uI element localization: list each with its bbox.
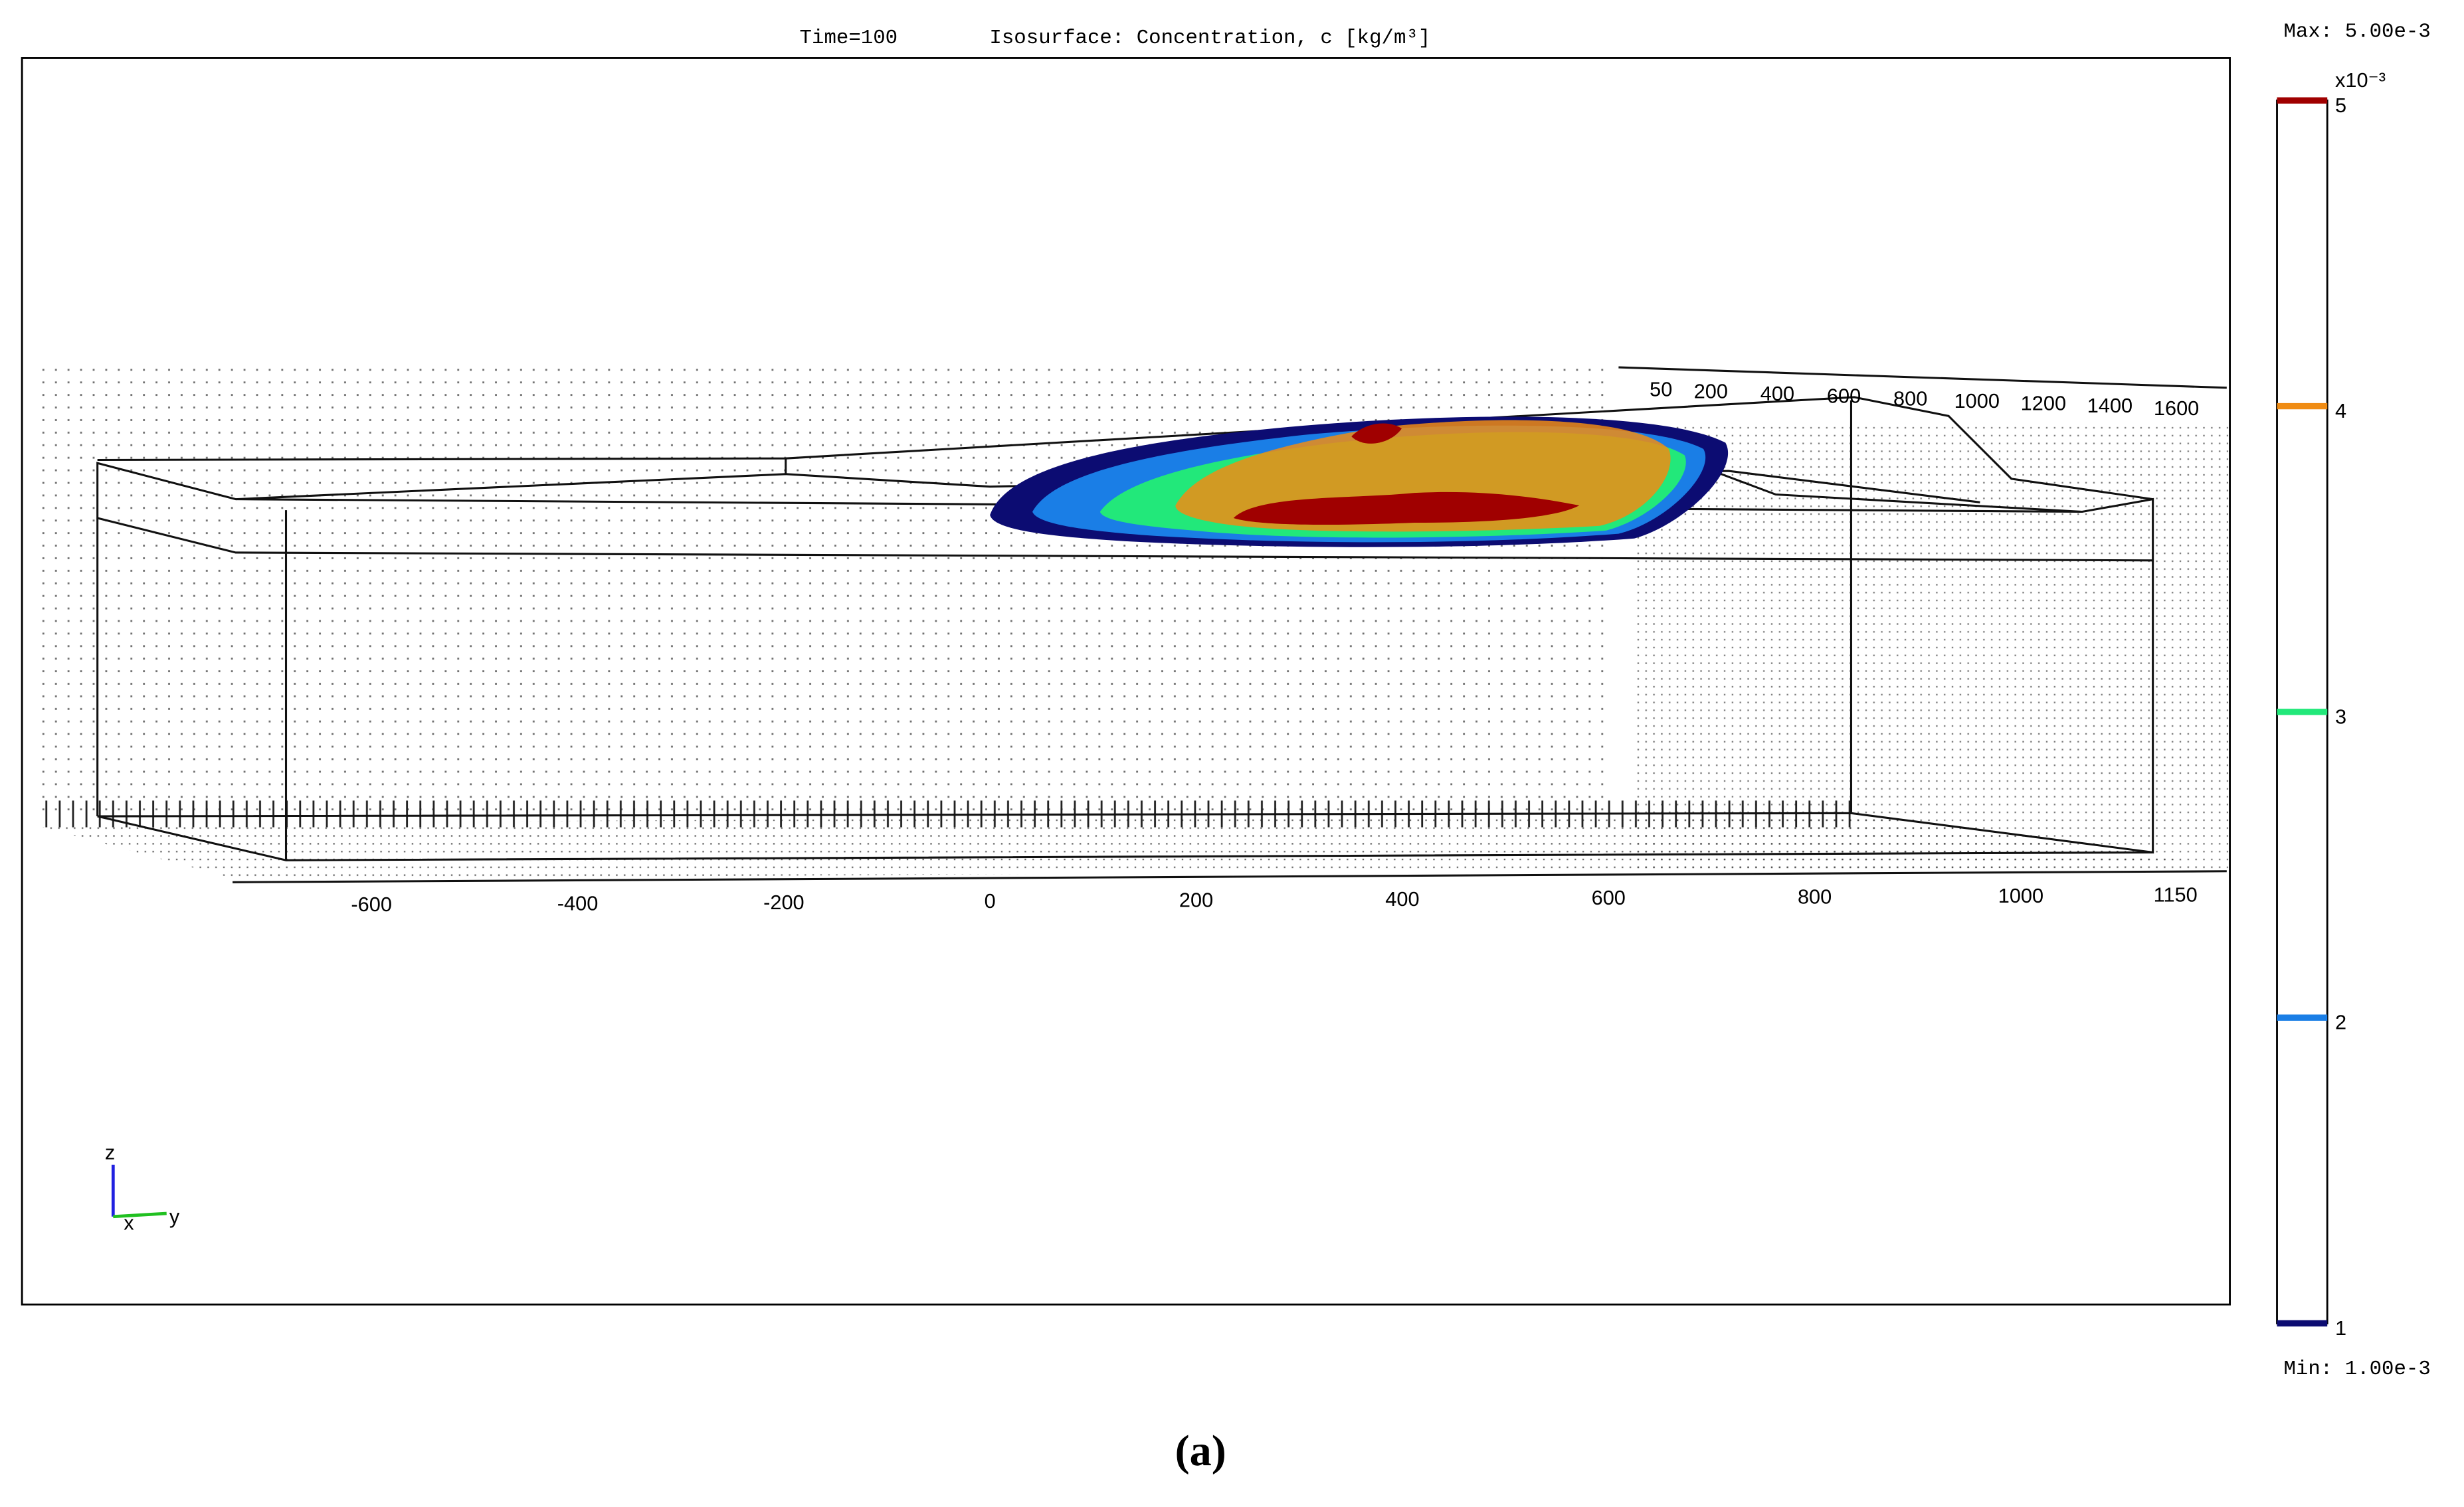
time-label: Time=100	[800, 27, 898, 50]
colorbar: Max: 5.00e-3 Min: 1.00e-3 x10⁻³ 1 2 3 4 5	[2276, 20, 2431, 1381]
min-label: Min: 1.00e-3	[2283, 1358, 2430, 1381]
box-edge	[96, 462, 2154, 854]
x-axis-line	[233, 870, 2227, 883]
colorbar-multiplier: x10⁻³	[2335, 68, 2386, 92]
box-edge	[785, 458, 1980, 503]
y-tick-label: 400	[1760, 382, 1794, 405]
max-label: Max: 5.00e-3	[2283, 20, 2430, 43]
y-label: y	[169, 1205, 180, 1228]
chart-title: Isosurface: Concentration, c [kg/m³]	[989, 27, 1430, 50]
y-tick-label: 50	[1650, 378, 1672, 401]
plot-frame	[21, 57, 2231, 1306]
y-tick-label: 800	[1893, 387, 1927, 410]
x-tick-label: -400	[557, 891, 599, 915]
wireframe	[96, 366, 2227, 883]
dot-grid	[31, 813, 2227, 879]
x-tick-label: 800	[1798, 885, 1832, 909]
y-tick-label: 1200	[2021, 392, 2066, 415]
mesh-dots	[31, 367, 2229, 879]
x-tick-label: 200	[1179, 889, 1213, 912]
y-ticks: 50 200 400 600 800 1000 1200 1400 1600	[1650, 378, 2199, 420]
x-tick-label: 0	[985, 889, 996, 913]
x-ticks: -600 -400 -200 0 200 400 600 800 1000 1150	[351, 883, 2197, 916]
y-axis-line	[1618, 366, 2227, 389]
box-edge	[235, 473, 786, 501]
colorbar-tick-label: 4	[2335, 399, 2346, 422]
z-label: z	[105, 1140, 115, 1164]
colorbar-tick-label: 3	[2335, 705, 2346, 728]
x-tick-label: -600	[351, 893, 392, 916]
tick-stubs	[39, 789, 1855, 828]
x-tick-label: 1150	[2154, 883, 2198, 907]
caption: (a)	[1175, 1427, 1226, 1475]
x-tick-label: 600	[1592, 886, 1626, 909]
isosurface-level	[1233, 423, 1580, 525]
x-tick-label: -200	[763, 891, 805, 914]
colorbar-tick-label: 5	[2335, 94, 2346, 117]
box-edge	[1712, 470, 2083, 513]
colorbar-tick-label: 2	[2335, 1011, 2346, 1034]
y-tick-label: 1600	[2154, 397, 2199, 420]
isosurfaces	[990, 416, 1729, 547]
box-edge	[97, 517, 2153, 562]
x-label: x	[124, 1211, 134, 1235]
x-tick-label: 400	[1385, 887, 1419, 911]
y-tick-label: 600	[1827, 385, 1861, 408]
y-tick-label: 200	[1694, 379, 1728, 402]
y-tick-label: 1400	[2087, 394, 2132, 417]
colorbar-tick-label: 1	[2335, 1316, 2346, 1340]
y-tick-label: 1000	[1954, 389, 2000, 412]
x-tick-label: 1000	[1998, 884, 2043, 907]
y-arrow	[113, 1211, 167, 1219]
axis-triad: z x y	[105, 1140, 180, 1234]
